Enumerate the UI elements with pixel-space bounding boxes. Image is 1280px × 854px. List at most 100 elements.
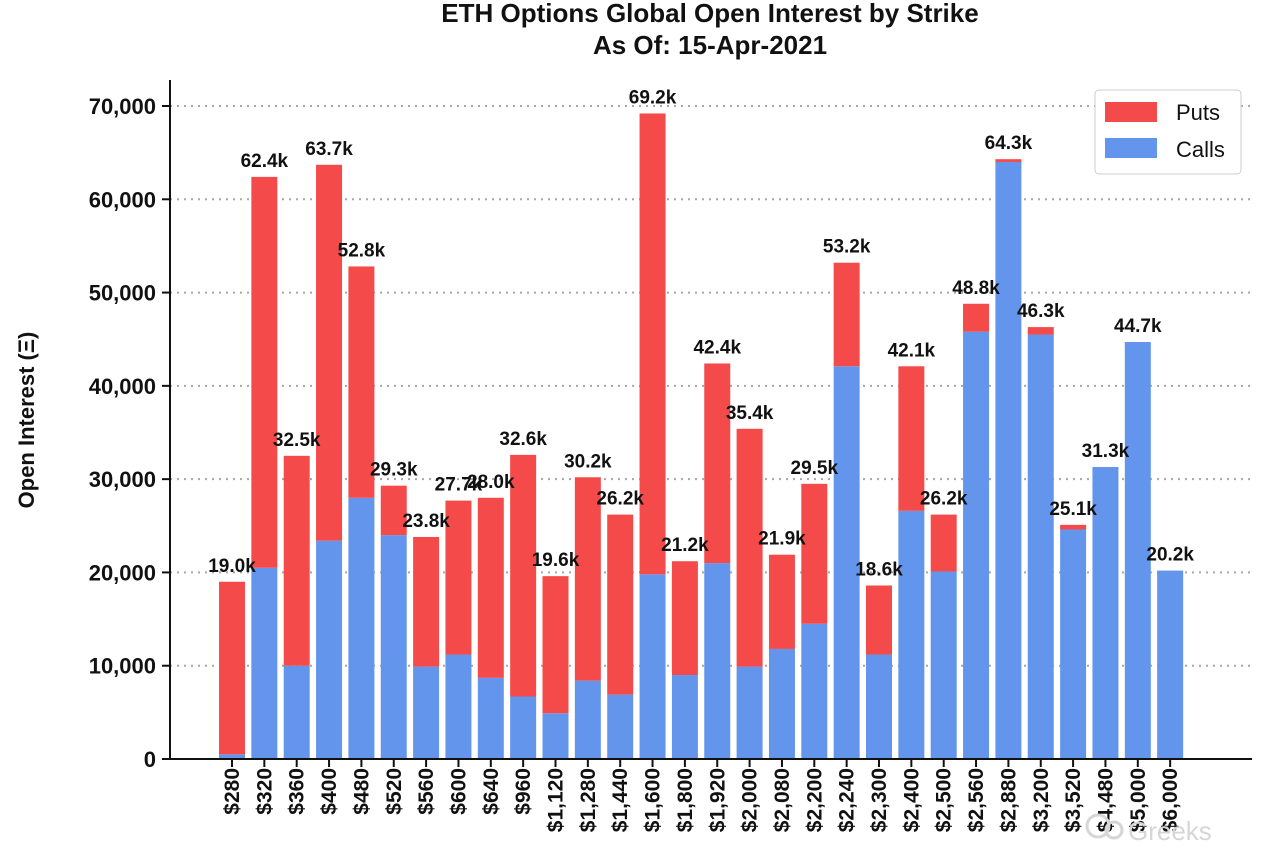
total-label: 64.3k [985, 133, 1033, 154]
bar-calls [413, 666, 440, 759]
total-label: 26.2k [920, 489, 968, 510]
y-axis-ticks: 0 10,000 20,000 30,000 40,000 50,000 60,000 70,… [89, 94, 170, 772]
bar-puts [251, 176, 278, 568]
total-label: 32.6k [499, 429, 547, 450]
bar-calls [477, 677, 504, 759]
total-label: 28.0k [467, 472, 515, 493]
watermark-logo-icon [1085, 813, 1111, 839]
x-axis-ticks: $280 $320 $360 $400 $480 $520 $560 $600 $640 $960… [221, 759, 1182, 832]
total-label: 69.2k [629, 87, 677, 108]
bar-puts [542, 576, 569, 714]
bar-calls [542, 713, 569, 759]
x-tick-label: $2,500 [933, 768, 956, 832]
bar-calls [833, 366, 860, 759]
bar-puts [639, 113, 666, 575]
bar-calls [607, 694, 634, 759]
x-tick-label: $600 [447, 768, 470, 815]
y-tick-label: 10,000 [89, 654, 156, 679]
total-label: 29.5k [791, 458, 839, 479]
total-label: 32.5k [273, 430, 321, 451]
x-tick-label: $2,200 [803, 768, 826, 832]
bar-calls [316, 540, 343, 759]
bar-calls [445, 654, 472, 759]
legend-swatch-calls [1105, 138, 1157, 158]
bar-puts [607, 514, 634, 695]
total-label: 35.4k [726, 403, 774, 424]
x-tick-label: $5,000 [1127, 768, 1150, 832]
x-tick-label: $1,120 [545, 768, 568, 832]
bar-calls [736, 666, 763, 759]
total-label: 19.6k [532, 550, 580, 571]
bar-puts [801, 483, 828, 624]
bar-puts [510, 454, 537, 697]
total-label: 27.7k [435, 475, 483, 496]
x-tick-label: $2,080 [771, 768, 794, 832]
x-tick-label: $640 [480, 768, 503, 815]
bar-calls [768, 648, 795, 759]
x-tick-label: $560 [415, 768, 438, 815]
bar-calls [866, 654, 892, 759]
bar-calls [1124, 342, 1151, 759]
bar-calls [219, 754, 245, 759]
total-label: 42.1k [888, 340, 936, 361]
x-tick-label: $3,200 [1030, 768, 1053, 832]
x-tick-label: $1,800 [674, 768, 697, 832]
x-tick-label: $2,000 [739, 768, 762, 832]
bar-calls [639, 574, 666, 759]
x-tick-label: $1,440 [609, 768, 632, 832]
bar-calls [1157, 570, 1184, 759]
x-tick-label: $1,280 [577, 768, 600, 832]
bar-calls [348, 497, 375, 759]
bar-puts [574, 477, 601, 681]
x-tick-label: $480 [350, 768, 373, 815]
x-tick-label: $520 [383, 768, 406, 815]
x-tick-label: $400 [318, 768, 341, 815]
bar-puts [283, 455, 310, 666]
x-tick-label: $2,880 [997, 768, 1020, 832]
legend: Puts Calls [1094, 89, 1242, 175]
total-label: 18.6k [855, 559, 903, 580]
total-label: 52.8k [338, 240, 386, 261]
x-tick-label: $960 [512, 768, 535, 815]
x-tick-label: $2,300 [868, 768, 891, 832]
total-label: 48.8k [952, 278, 1000, 299]
x-tick-label: $320 [253, 768, 276, 815]
watermark-text: Greeks [1128, 816, 1212, 846]
bar-calls [704, 563, 731, 759]
bar-calls [380, 535, 407, 759]
bar-calls [251, 567, 278, 759]
watermark: Greeks [1085, 813, 1212, 846]
bar-puts [930, 514, 957, 572]
bar-puts [704, 363, 731, 564]
bar-puts [833, 262, 860, 367]
bar-calls [671, 675, 698, 759]
bar-puts [380, 485, 407, 536]
chart-subtitle: As Of: 15-Apr-2021 [593, 30, 827, 60]
bar-puts [348, 266, 375, 498]
x-tick-label: $6,000 [1159, 768, 1182, 832]
bar-calls [898, 510, 925, 759]
total-label: 21.9k [758, 529, 806, 550]
bar-calls [995, 161, 1022, 759]
x-tick-label: $2,240 [836, 768, 859, 832]
x-tick-label: $360 [286, 768, 309, 815]
bars [219, 113, 1184, 759]
bar-puts [316, 164, 343, 541]
watermark-logo-icon-2 [1104, 820, 1124, 840]
total-label: 19.0k [208, 556, 256, 577]
y-tick-label: 0 [144, 747, 156, 772]
total-label: 30.2k [564, 451, 612, 472]
total-label: 53.2k [823, 237, 871, 258]
bar-puts [963, 303, 990, 332]
x-tick-label: $2,400 [900, 768, 923, 832]
bar-calls [1092, 467, 1119, 759]
bar-calls [574, 680, 601, 759]
bar-puts [866, 585, 892, 655]
total-label: 23.8k [402, 511, 450, 532]
bar-puts [445, 500, 472, 655]
bar-puts [1060, 524, 1087, 530]
total-label: 46.3k [1017, 301, 1065, 322]
bar-puts [768, 554, 795, 649]
bar-puts [219, 581, 245, 755]
